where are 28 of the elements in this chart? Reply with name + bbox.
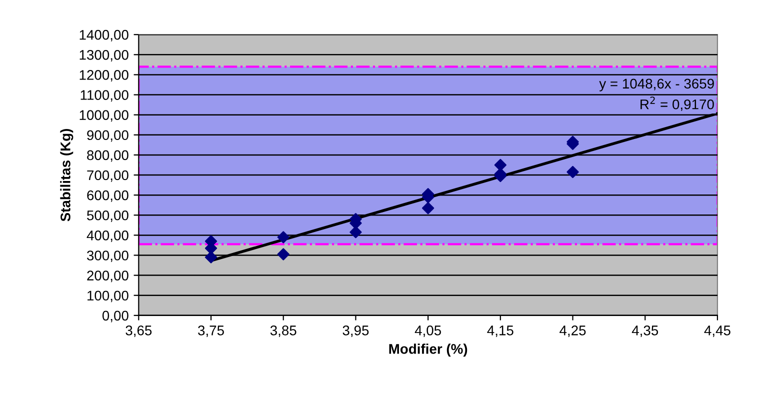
x-tick-label: 3,85 (270, 326, 296, 337)
x-tick-label: 4,45 (704, 326, 730, 337)
y-tick-label: 1200,00 (80, 70, 128, 82)
annotation: y = 1048,6x - 3659 (599, 78, 714, 92)
y-axis-title: Stabilitas (Kg) (60, 129, 74, 222)
y-tick-label: 0,00 (102, 310, 128, 322)
x-axis-title: Modifier (%) (389, 344, 468, 357)
x-tick-label: 3,75 (198, 326, 224, 337)
x-tick-label: 4,35 (632, 326, 658, 337)
y-tick-label: 1100,00 (80, 90, 128, 102)
y-tick-label: 900,00 (87, 130, 128, 142)
y-tick-label: 200,00 (87, 270, 128, 282)
y-tick-label: 300,00 (86, 250, 128, 262)
x-tick-label: 4,25 (560, 326, 586, 337)
y-tick-label: 100,00 (88, 290, 128, 302)
x-tick-label: 3,65 (126, 326, 152, 337)
x-tick-label: 4,05 (414, 326, 441, 337)
annotation: R$^{2}$ = 0,9170 (640, 96, 714, 111)
y-tick-label: 600,00 (87, 190, 128, 202)
y-tick-label: 1400,00 (80, 30, 128, 42)
y-tick-label: 700,00 (87, 170, 128, 182)
x-tick-label: 4,15 (487, 326, 514, 337)
y-tick-label: 1000,00 (80, 110, 128, 122)
y-tick-label: 500,00 (87, 210, 128, 222)
y-tick-label: 400,00 (86, 230, 128, 242)
x-tick-label: 3,95 (342, 326, 369, 337)
y-tick-label: 1300,00 (80, 50, 128, 62)
y-tick-label: 800,00 (87, 150, 128, 162)
